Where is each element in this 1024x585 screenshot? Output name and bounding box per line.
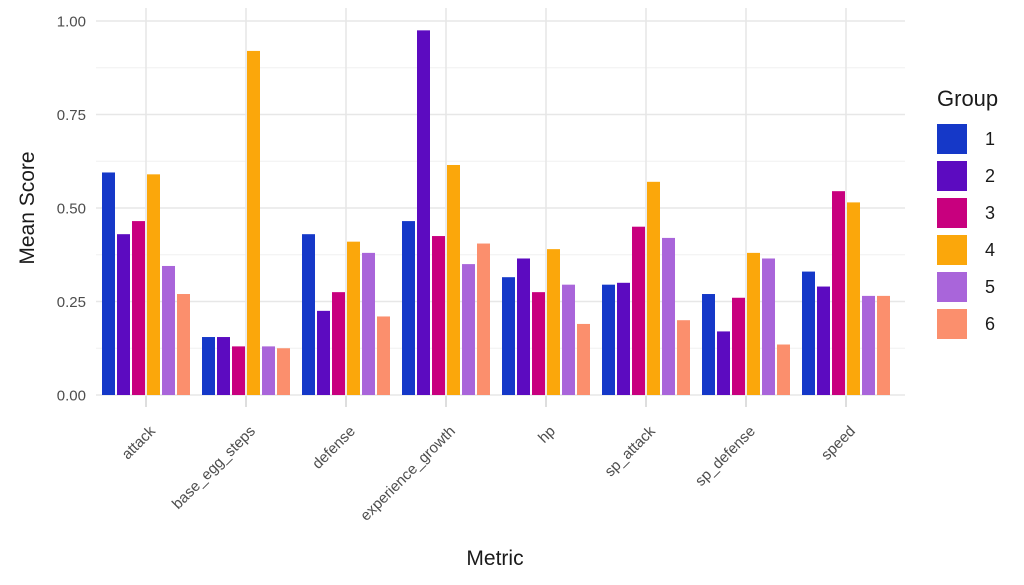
bar-group1-speed	[802, 271, 815, 395]
bar-group3-sp_defense	[732, 297, 745, 395]
x-tick-label: defense	[309, 423, 359, 473]
legend-swatch-icon	[937, 198, 967, 228]
bar-group3-experience_growth	[432, 236, 445, 395]
legend-swatch-icon	[937, 309, 967, 339]
y-tick-label: 0.50	[57, 200, 86, 217]
bar-group4-defense	[347, 241, 360, 395]
bar-group1-base_egg_steps	[202, 337, 215, 395]
bar-group3-hp	[532, 292, 545, 395]
legend: Group 1 2 3 4 5 6	[937, 86, 998, 346]
bar-group6-attack	[177, 294, 190, 395]
y-tick-label: 0.25	[57, 294, 86, 311]
legend-swatch-icon	[937, 272, 967, 302]
legend-swatch-icon	[937, 235, 967, 265]
bar-group3-defense	[332, 292, 345, 395]
bar-group3-attack	[132, 221, 145, 395]
y-tick-label: 0.75	[57, 107, 86, 124]
bar-group2-attack	[117, 234, 130, 395]
bar-group5-speed	[862, 295, 875, 395]
bar-group5-experience_growth	[462, 264, 475, 395]
x-axis-title: Metric	[466, 547, 524, 570]
legend-item-5: 5	[937, 272, 998, 302]
bar-group6-base_egg_steps	[277, 348, 290, 395]
bar-group5-sp_attack	[662, 237, 675, 395]
legend-item-6: 6	[937, 309, 998, 339]
bar-group1-attack	[102, 172, 115, 395]
bar-group4-hp	[547, 249, 560, 395]
bar-group2-sp_defense	[717, 331, 730, 395]
x-tick-label: base_egg_steps	[169, 423, 259, 513]
bar-group2-defense	[317, 310, 330, 395]
bar-group3-sp_attack	[632, 226, 645, 395]
bar-group1-sp_defense	[702, 294, 715, 395]
legend-item-1: 1	[937, 124, 998, 154]
bar-group2-experience_growth	[417, 30, 430, 395]
bar-group1-experience_growth	[402, 221, 415, 395]
y-axis-title: Mean Score	[16, 151, 39, 265]
bar-group1-defense	[302, 234, 315, 395]
bar-group1-hp	[502, 277, 515, 395]
bar-group2-hp	[517, 258, 530, 395]
legend-item-label: 6	[985, 314, 996, 334]
legend-swatch-icon	[937, 124, 967, 154]
y-tick-label: 0.00	[57, 387, 86, 404]
bar-group4-base_egg_steps	[247, 50, 260, 396]
legend-item-label: 2	[985, 166, 996, 186]
legend-item-label: 1	[985, 129, 996, 149]
bar-group2-base_egg_steps	[217, 337, 230, 395]
x-tick-label: attack	[119, 422, 160, 463]
bar-group4-attack	[147, 174, 160, 395]
bar-group4-sp_defense	[747, 252, 760, 395]
bar-group6-sp_attack	[677, 320, 690, 395]
bar-group2-speed	[817, 286, 830, 395]
legend-item-2: 2	[937, 161, 998, 191]
bar-group6-experience_growth	[477, 243, 490, 395]
bar-group4-experience_growth	[447, 164, 460, 395]
x-tick-label: hp	[535, 423, 559, 447]
legend-items: 1 2 3 4 5 6	[937, 124, 998, 339]
bar-group6-sp_defense	[777, 344, 790, 395]
legend-item-label: 5	[985, 277, 996, 297]
legend-item-4: 4	[937, 235, 998, 265]
bar-group5-base_egg_steps	[262, 346, 275, 395]
legend-title: Group	[937, 86, 999, 111]
x-tick-label: sp_defense	[692, 423, 759, 490]
legend-item-3: 3	[937, 198, 998, 228]
bar-group5-defense	[362, 252, 375, 395]
bar-group6-speed	[877, 295, 890, 395]
bar-group4-speed	[847, 202, 860, 395]
bar-group5-sp_defense	[762, 258, 775, 395]
bar-group3-speed	[832, 191, 845, 395]
bar-group4-sp_attack	[647, 181, 660, 395]
legend-swatch-icon	[937, 161, 967, 191]
bar-group6-hp	[577, 323, 590, 395]
legend-item-label: 4	[985, 240, 996, 260]
legend-item-label: 3	[985, 203, 996, 223]
x-tick-label: experience_growth	[357, 423, 459, 525]
x-tick-label: sp_attack	[601, 422, 659, 480]
bar-group1-sp_attack	[602, 284, 615, 395]
bar-group6-defense	[377, 316, 390, 395]
bar-group2-sp_attack	[617, 282, 630, 395]
bar-group5-attack	[162, 265, 175, 395]
x-tick-label: speed	[818, 423, 859, 464]
bar-group5-hp	[562, 284, 575, 395]
y-tick-label: 1.00	[57, 13, 86, 30]
bar-group3-base_egg_steps	[232, 346, 245, 395]
